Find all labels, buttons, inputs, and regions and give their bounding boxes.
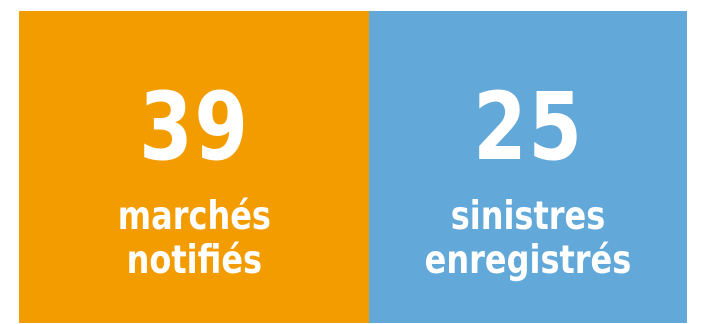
stat-value-sinistres: 25 — [472, 73, 584, 182]
stat-label-marches-line-2: notifiés — [126, 238, 262, 283]
stat-label-sinistres-line-1: sinistres — [450, 194, 606, 239]
stat-label-sinistres-line-2: enregistrés — [424, 238, 632, 283]
stat-tile-sinistres: 25 sinistres enregistrés — [369, 11, 687, 323]
stat-label-marches-line-1: marchés — [117, 194, 271, 239]
stat-label-sinistres: sinistres enregistrés — [425, 195, 632, 283]
stat-value-marches: 39 — [138, 73, 250, 182]
stats-panel: 39 marchés notifiés 25 sinistres enregis… — [19, 11, 687, 323]
stat-tile-marches: 39 marchés notifiés — [19, 11, 369, 323]
stat-label-marches: marchés notifiés — [117, 195, 270, 283]
